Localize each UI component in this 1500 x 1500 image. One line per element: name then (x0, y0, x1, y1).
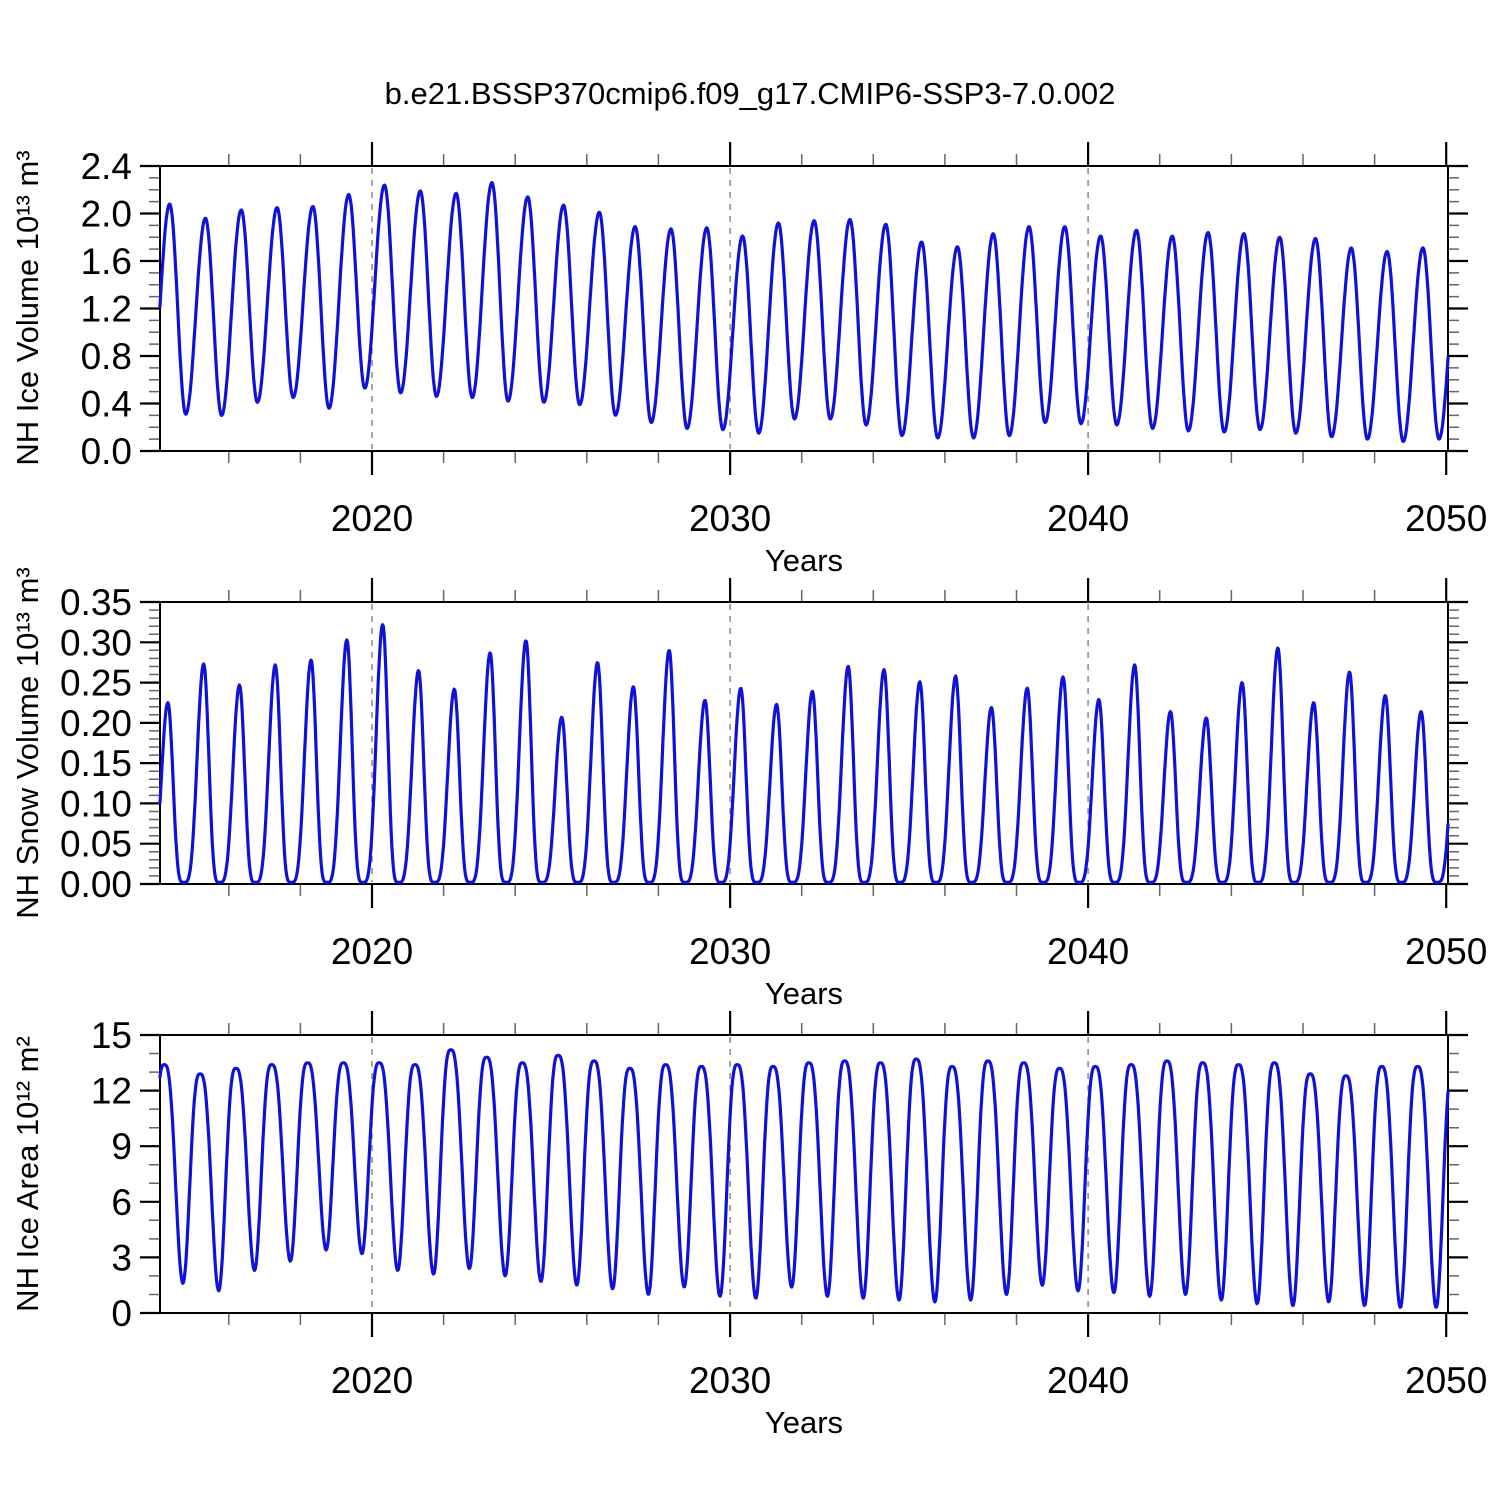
y-tick-label: 2.0 (81, 194, 132, 235)
y-tick-label: 2.4 (81, 146, 132, 187)
y-tick-label: 0.15 (60, 743, 132, 784)
x-tick-label: 2020 (331, 1360, 413, 1401)
y-tick-label: 0.10 (60, 783, 132, 824)
y-tick-label: 3 (111, 1237, 132, 1278)
x-tick-label: 2040 (1047, 1360, 1129, 1401)
y-tick-label: 12 (91, 1071, 132, 1112)
y-axis-title-ice-area: NH Ice Area 10¹² m² (10, 1036, 45, 1312)
x-axis-title-panel2: Years (764, 976, 844, 1011)
series-line-snow_volume (158, 623, 1450, 884)
series-line-ice_volume (158, 181, 1450, 443)
x-tick-label: 2040 (1047, 498, 1129, 539)
x-axis-title-panel3: Years (764, 1405, 844, 1440)
panel-snow_volume: 2020 2030 2040 2050 0.000.050.100.150.200.25… (60, 578, 1487, 972)
y-tick-label: 0.4 (81, 384, 132, 425)
y-tick-label: 0 (111, 1293, 132, 1334)
x-tick-label: 2020 (331, 498, 413, 539)
major-ticks (140, 142, 1468, 475)
y-tick-label: 15 (91, 1015, 132, 1056)
x-axis-title-panel1: Years (764, 543, 844, 578)
plot-frame (159, 165, 1449, 452)
x-tick-label: 2020 (331, 931, 413, 972)
y-tick-label: 0.30 (60, 622, 132, 663)
y-tick-label: 9 (111, 1126, 132, 1167)
panel-ice_volume: 2020 2030 2040 2050 0.0 0.4 0.8 1.2 1.6 2.0 2.4 (81, 142, 1487, 539)
y-tick-label: 0.20 (60, 703, 132, 744)
x-tick-label: 2030 (689, 931, 771, 972)
x-tick-label: 2050 (1405, 498, 1487, 539)
x-tick-label: 2050 (1405, 931, 1487, 972)
series-line-ice_area (158, 1048, 1450, 1309)
x-tick-label: 2040 (1047, 931, 1129, 972)
minor-ticks (149, 154, 1459, 463)
panel-ice_area: 2020 2030 2040 2050 0 3 6 9 12 15 (91, 1011, 1487, 1401)
plot-frame (159, 601, 1449, 885)
minor-ticks (149, 1023, 1459, 1325)
major-ticks (140, 578, 1468, 908)
y-tick-label: 0.35 (60, 582, 132, 623)
figure-title: b.e21.BSSP370cmip6.f09_g17.CMIP6-SSP3-7.… (384, 76, 1116, 111)
y-tick-label: 6 (111, 1182, 132, 1223)
x-tick-label: 2030 (689, 1360, 771, 1401)
y-tick-label: 0.00 (60, 864, 132, 905)
major-ticks (140, 1011, 1468, 1337)
y-tick-label: 1.6 (81, 241, 132, 282)
y-tick-label: 0.8 (81, 336, 132, 377)
y-tick-label: 1.2 (81, 289, 132, 330)
minor-ticks (149, 590, 1459, 896)
x-tick-label: 2050 (1405, 1360, 1487, 1401)
plot-frame (159, 1034, 1449, 1314)
y-tick-label: 0.0 (81, 431, 132, 472)
x-tick-label: 2030 (689, 498, 771, 539)
y-tick-label: 0.25 (60, 663, 132, 704)
y-tick-label: 0.05 (60, 824, 132, 865)
